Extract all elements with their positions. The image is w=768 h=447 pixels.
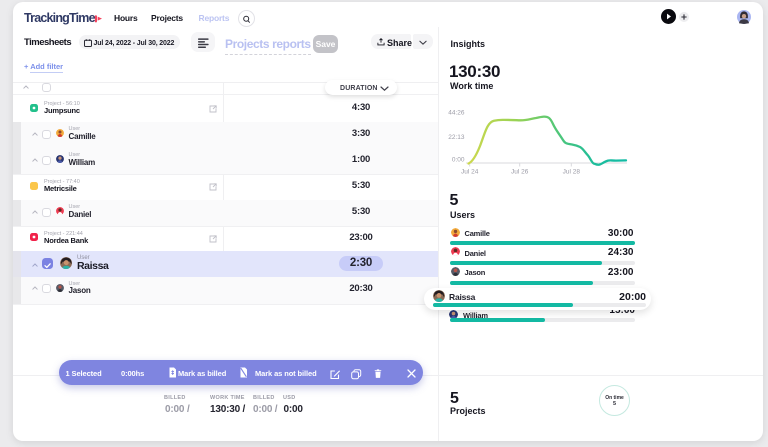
svg-text:0:00: 0:00 xyxy=(452,156,465,163)
svg-text:Jul 28: Jul 28 xyxy=(563,169,581,176)
svg-text:Jul 26: Jul 26 xyxy=(511,169,529,176)
svg-text:44:26: 44:26 xyxy=(448,110,465,117)
svg-text:Jul 24: Jul 24 xyxy=(461,169,479,176)
svg-text:22:13: 22:13 xyxy=(448,134,465,141)
